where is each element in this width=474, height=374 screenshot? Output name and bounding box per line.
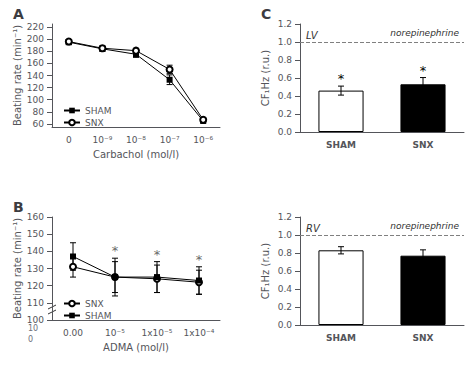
svg-text:1.0: 1.0 [278,230,293,240]
svg-text:160: 160 [27,58,44,68]
svg-text:0.4: 0.4 [278,284,293,294]
svg-text:1x10⁻⁵: 1x10⁻⁵ [142,328,173,338]
svg-text:SNX: SNX [413,333,434,343]
svg-text:CF₁Hz (r.u.): CF₁Hz (r.u.) [260,243,271,299]
svg-text:*: * [420,63,427,78]
svg-text:0.4: 0.4 [278,91,293,101]
svg-text:0.2: 0.2 [278,109,292,119]
svg-text:110: 110 [27,298,44,308]
svg-text:0.0: 0.0 [278,127,293,137]
svg-text:10⁻⁹: 10⁻⁹ [92,135,112,145]
svg-text:SNX: SNX [85,299,104,309]
svg-text:120: 120 [27,281,44,291]
svg-text:CF₁Hz (r.u.): CF₁Hz (r.u.) [260,50,271,106]
svg-text:SHAM: SHAM [326,140,356,150]
svg-text:norepinephrine: norepinephrine [390,221,459,231]
svg-text:10⁻⁸: 10⁻⁸ [126,135,146,145]
svg-text:SNX: SNX [85,118,104,128]
svg-text:10⁻⁵: 10⁻⁵ [105,328,125,338]
svg-text:160: 160 [27,212,44,222]
svg-text:80: 80 [33,107,45,117]
svg-text:0.00: 0.00 [63,328,83,338]
svg-text:100: 100 [27,315,44,325]
svg-text:LV: LV [306,30,319,41]
svg-text:*: * [338,71,345,86]
svg-text:150: 150 [27,229,44,239]
svg-text:0.6: 0.6 [278,266,293,276]
svg-text:SNX: SNX [413,140,434,150]
svg-text:1.2: 1.2 [278,19,292,29]
svg-text:SHAM: SHAM [326,333,356,343]
svg-text:1x10⁻⁴: 1x10⁻⁴ [184,328,215,338]
svg-text:0: 0 [66,135,72,145]
svg-text:0: 0 [28,335,33,344]
svg-text:0.8: 0.8 [278,248,293,258]
svg-text:1.0: 1.0 [278,37,293,47]
svg-text:Beating rate (min⁻¹): Beating rate (min⁻¹) [12,218,23,319]
svg-text:SHAM: SHAM [85,311,111,321]
svg-text:norepinephrine: norepinephrine [390,28,459,38]
svg-text:10⁻⁷: 10⁻⁷ [160,135,180,145]
svg-text:*: * [196,252,203,267]
svg-text:B: B [13,199,24,215]
svg-text:Carbachol (mol/l): Carbachol (mol/l) [93,149,179,160]
svg-text:ADMA (mol/l): ADMA (mol/l) [103,342,169,353]
svg-text:130: 130 [27,264,44,274]
svg-text:0.0: 0.0 [278,320,293,330]
svg-text:140: 140 [27,246,44,256]
svg-text:180: 180 [27,46,44,56]
svg-text:220: 220 [27,22,44,32]
svg-text:*: * [154,247,161,262]
svg-text:200: 200 [27,34,44,44]
svg-text:0.6: 0.6 [278,73,293,83]
svg-text:10: 10 [28,323,39,333]
svg-text:A: A [13,6,24,22]
svg-text:100: 100 [27,95,44,105]
svg-text:SHAM: SHAM [85,106,111,116]
svg-text:RV: RV [306,223,321,234]
svg-text:1.2: 1.2 [278,212,292,222]
svg-text:0.8: 0.8 [278,55,293,65]
svg-text:60: 60 [33,119,45,129]
svg-text:0.2: 0.2 [278,302,292,312]
svg-text:10⁻⁶: 10⁻⁶ [193,135,213,145]
svg-text:140: 140 [27,71,44,81]
svg-text:*: * [112,243,119,258]
svg-text:120: 120 [27,83,44,93]
svg-text:Beating rate (min⁻¹): Beating rate (min⁻¹) [12,25,23,126]
svg-text:C: C [261,6,271,22]
